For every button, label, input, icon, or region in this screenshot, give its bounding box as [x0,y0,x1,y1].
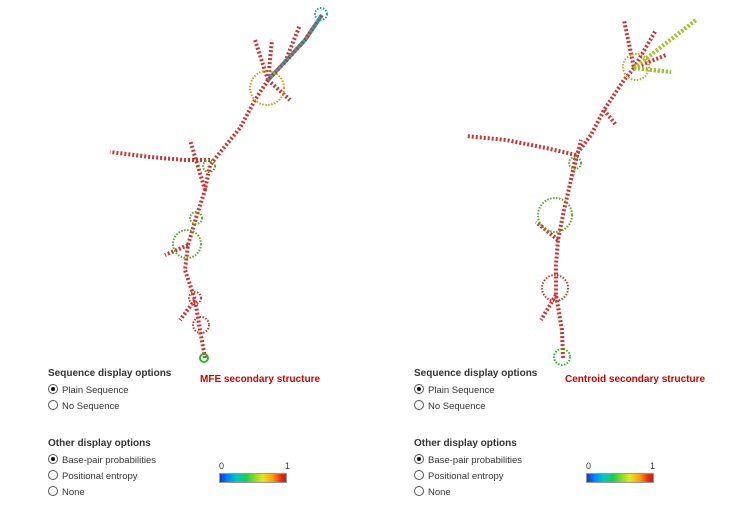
probability-color-scale [219,473,287,483]
other-options-title: Other display options [414,438,517,449]
radio-checked-icon[interactable] [48,384,58,394]
centroid-panel: Centroid secondary structure Sequence di… [366,0,734,508]
other-options-title: Other display options [48,438,151,449]
radio-unchecked-icon[interactable] [48,486,58,496]
radio-plain-sequence[interactable]: Plain Sequence [48,384,129,396]
radio-none[interactable]: None [48,486,85,498]
radio-unchecked-icon[interactable] [414,486,424,496]
scale-max-label: 1 [650,461,656,471]
radio-none[interactable]: None [414,486,451,498]
radio-positional-entropy[interactable]: Positional entropy [48,470,138,482]
radio-unchecked-icon[interactable] [414,400,424,410]
mfe-caption: MFE secondary structure [200,374,321,385]
radio-checked-icon[interactable] [48,454,58,464]
probability-color-scale [586,473,654,483]
centroid-structure-plot [465,18,698,366]
radio-checked-icon[interactable] [414,454,424,464]
scale-min-label: 0 [586,461,592,471]
radio-no-sequence[interactable]: No Sequence [48,400,120,412]
mfe-structure-plot [109,7,328,363]
radio-checked-icon[interactable] [414,384,424,394]
radio-plain-sequence[interactable]: Plain Sequence [414,384,495,396]
scale-min-label: 0 [219,461,225,471]
radio-positional-entropy[interactable]: Positional entropy [414,470,504,482]
sequence-options-title: Sequence display options [414,368,538,379]
radio-unchecked-icon[interactable] [48,400,58,410]
radio-unchecked-icon[interactable] [48,470,58,480]
radio-base-pair-probabilities[interactable]: Base-pair probabilities [48,454,156,466]
radio-base-pair-probabilities[interactable]: Base-pair probabilities [414,454,522,466]
radio-unchecked-icon[interactable] [414,470,424,480]
scale-max-label: 1 [285,461,291,471]
sequence-options-title: Sequence display options [48,368,172,379]
radio-no-sequence[interactable]: No Sequence [414,400,486,412]
centroid-caption: Centroid secondary structure [565,374,706,385]
mfe-panel: MFE secondary structure Sequence display… [0,0,368,508]
